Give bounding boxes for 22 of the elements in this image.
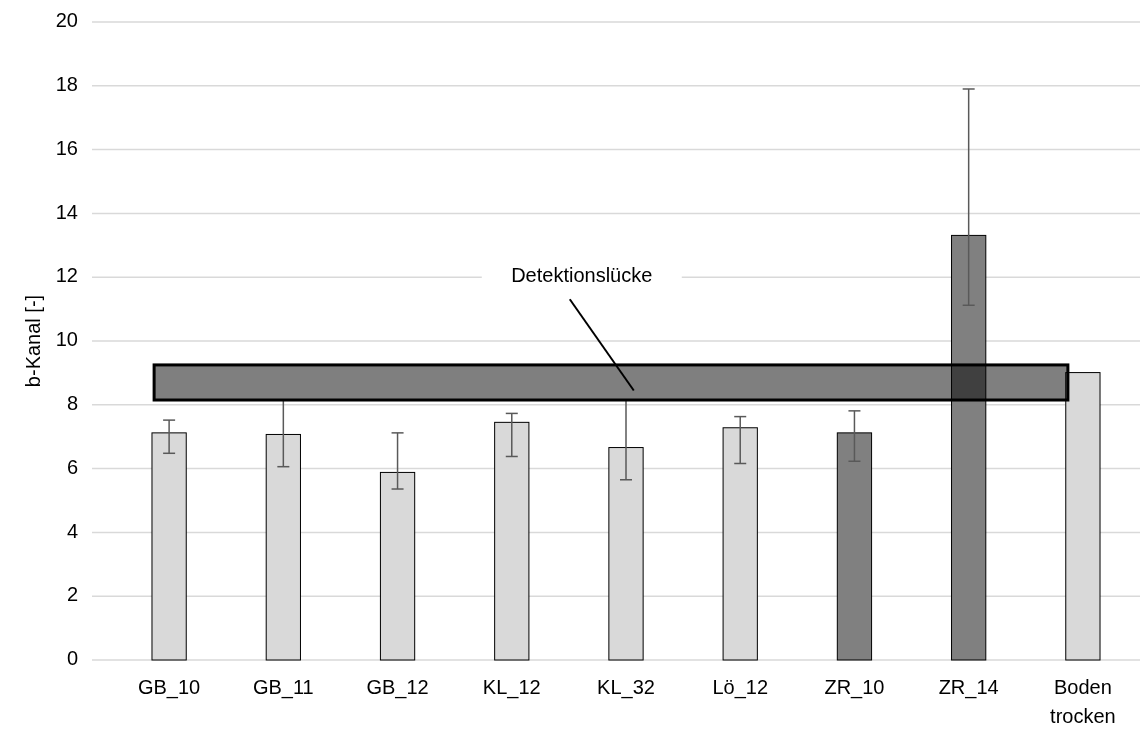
x-tick-label: Lö_12 xyxy=(712,676,769,699)
x-tick-label: KL_12 xyxy=(482,676,541,699)
x-tick-label: ZR_10 xyxy=(824,676,885,699)
y-tick-label: 16 xyxy=(55,136,78,159)
y-tick-label: 2 xyxy=(66,583,78,606)
x-tick-label: ZR_14 xyxy=(938,676,999,699)
y-tick-label: 8 xyxy=(66,392,78,415)
y-tick-label: 18 xyxy=(55,73,78,96)
y-axis-title: b-Kanal [-] xyxy=(22,294,44,388)
band-label: Detektionslücke xyxy=(511,264,653,287)
x-tick-label: KL_32 xyxy=(597,676,655,699)
x-tick-label: GB_10 xyxy=(137,676,201,699)
y-tick-label: 4 xyxy=(66,519,78,542)
y-tick-label: 14 xyxy=(55,200,78,223)
y-tick-label: 10 xyxy=(55,328,78,351)
y-tick-label: 20 xyxy=(55,9,78,32)
y-tick-label: 0 xyxy=(66,647,78,670)
y-tick-label: 12 xyxy=(55,264,78,287)
x-tick-label: GB_12 xyxy=(366,676,429,699)
x-tick-label: GB_11 xyxy=(252,676,314,699)
y-tick-label: 6 xyxy=(66,455,78,478)
x-tick-label: Boden trocken xyxy=(1050,676,1116,727)
